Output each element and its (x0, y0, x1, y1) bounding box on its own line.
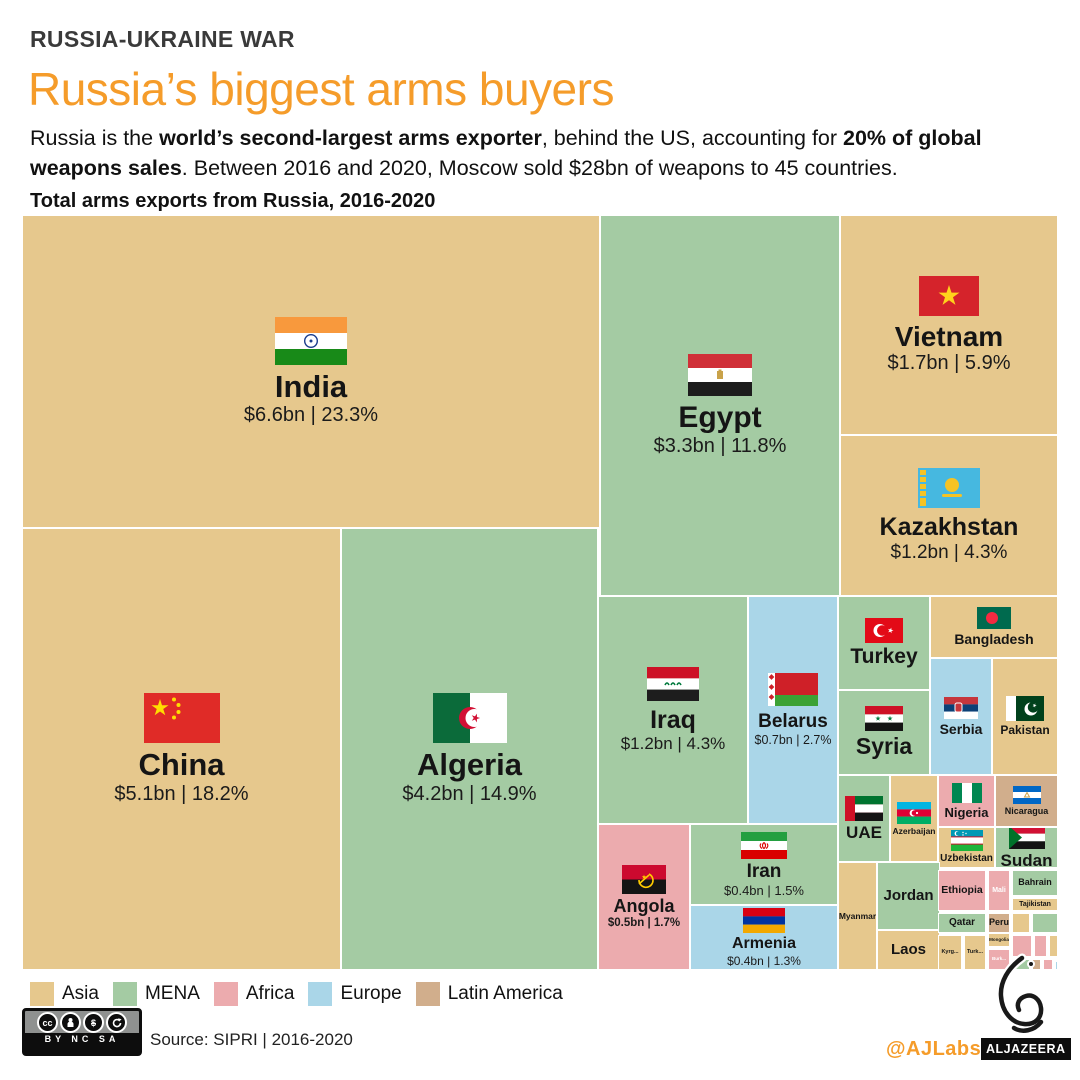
vietnam-flag-icon (919, 275, 979, 316)
china-flag-icon (143, 693, 220, 744)
tile-peru: Peru (988, 913, 1010, 933)
legend-item-mena: MENA (112, 982, 200, 1006)
uae-flag-icon (845, 795, 883, 821)
cc-icons: cc $ (37, 1012, 127, 1033)
tile-sudan: Sudan (995, 827, 1058, 868)
pakistan-flag-icon (1006, 696, 1044, 722)
tile-tajikistan: Tajikistan (1012, 898, 1058, 911)
europe-swatch-icon (308, 982, 333, 1006)
tile-uae: UAE (838, 775, 890, 862)
tile-qatar: Qatar (938, 913, 986, 933)
tile-iraq: Iraq $1.2bn | 4.3% (598, 596, 748, 824)
egypt-flag-icon (688, 354, 752, 397)
algeria-flag-icon (432, 693, 507, 744)
tile-unlabeled-5 (1049, 935, 1058, 957)
description: Russia is the world’s second-largest arm… (30, 126, 982, 180)
kicker: RUSSIA-UKRAINE WAR (30, 26, 295, 52)
legend-item-africa: Africa (213, 982, 294, 1006)
page-title: Russia’s biggest arms buyers (28, 63, 614, 115)
legend-item-latin-america: Latin America (415, 982, 563, 1006)
tile-ethiopia: Ethiopia (938, 870, 986, 911)
tile-algeria: Algeria $4.2bn | 14.9% (341, 528, 598, 970)
tile-burkina-faso: Burk... (988, 949, 1010, 970)
aljazeera-logo-icon (996, 953, 1046, 1036)
nigeria-flag-icon (951, 782, 982, 803)
tile-myanmar: Myanmar (838, 862, 877, 970)
azerbaijan-flag-icon (897, 801, 931, 824)
armenia-flag-icon (743, 907, 785, 933)
ajlabs-credit: @AJLabs (886, 1038, 982, 1060)
tile-pakistan: Pakistan (992, 658, 1058, 775)
tile-angola: Angola $0.5bn | 1.7% (598, 824, 690, 970)
tile-serbia: Serbia (930, 658, 992, 775)
bangladesh-flag-icon (977, 607, 1011, 630)
tile-kyrgyzstan: Kyrg... (938, 935, 962, 970)
india-flag-icon (275, 316, 347, 365)
belarus-flag-icon (768, 672, 818, 706)
cc-terms: BY NC SA (25, 1033, 139, 1053)
tile-mongolia: Mongolia (988, 933, 1010, 947)
uzbekistan-flag-icon (950, 830, 983, 852)
tile-turkmenistan: Turk... (964, 935, 986, 970)
tile-turkey: Turkey (838, 596, 930, 690)
turkey-flag-icon (865, 617, 903, 643)
tile-bangladesh: Bangladesh (930, 596, 1058, 658)
tile-iran: Iran $0.4bn | 1.5% (690, 824, 838, 905)
tile-unlabeled-1 (1012, 913, 1030, 933)
latin-america-swatch-icon (415, 982, 440, 1006)
tile-egypt: Egypt $3.3bn | 11.8% (600, 215, 840, 596)
tile-nigeria: Nigeria (938, 775, 995, 827)
legend-item-europe: Europe (308, 982, 402, 1006)
serbia-flag-icon (944, 696, 978, 719)
cc-nc-dollar-icon: $ (83, 1012, 104, 1033)
tile-bahrain: Bahrain (1012, 870, 1058, 896)
creative-commons-badge: cc $ BY NC SA (22, 1008, 142, 1056)
tile-unlabeled-2 (1032, 913, 1058, 933)
chart-title: Total arms exports from Russia, 2016-202… (30, 190, 436, 212)
tile-armenia: Armenia $0.4bn | 1.3% (690, 905, 838, 970)
tile-kazakhstan: Kazakhstan $1.2bn | 4.3% (840, 435, 1058, 596)
tile-azerbaijan: Azerbaijan (890, 775, 938, 862)
tile-laos: Laos (877, 930, 940, 970)
tile-jordan: Jordan (877, 862, 940, 930)
cc-icon: cc (37, 1012, 58, 1033)
tile-china: China $5.1bn | 18.2% (22, 528, 341, 970)
treemap-chart: India $6.6bn | 23.3% Egypt $3.3bn | 11.8… (22, 215, 1058, 970)
tile-mali: Mali (988, 870, 1010, 911)
aljazeera-wordmark: ALJAZEERA (981, 1038, 1071, 1060)
legend: Asia MENA Africa Europe Latin America (30, 982, 563, 1006)
tile-unlabeled-9 (1055, 961, 1058, 970)
kazakhstan-flag-icon (918, 468, 980, 509)
source-note: Source: SIPRI | 2016-2020 (150, 1030, 353, 1049)
tile-uzbekistan: Uzbekistan (938, 827, 995, 868)
tile-nicaragua: Nicaragua (995, 775, 1058, 827)
tile-unlabeled-8 (1043, 959, 1053, 970)
tile-belarus: Belarus $0.7bn | 2.7% (748, 596, 838, 824)
asia-swatch-icon (30, 982, 54, 1006)
tile-unlabeled-4 (1034, 935, 1047, 957)
sudan-flag-icon (1008, 828, 1045, 849)
tile-india: India $6.6bn | 23.3% (22, 215, 600, 528)
tile-vietnam: Vietnam $1.7bn | 5.9% (840, 215, 1058, 435)
cc-sa-arrow-icon (106, 1012, 127, 1033)
angola-flag-icon (622, 864, 666, 894)
iran-flag-icon (741, 831, 787, 859)
cc-by-person-icon (60, 1012, 81, 1033)
syria-flag-icon (865, 706, 903, 732)
africa-swatch-icon (213, 982, 238, 1006)
mena-swatch-icon (112, 982, 137, 1006)
tile-syria: Syria (838, 690, 930, 775)
iraq-flag-icon (647, 666, 699, 701)
nicaragua-flag-icon (1012, 785, 1041, 804)
legend-item-asia: Asia (30, 982, 99, 1006)
